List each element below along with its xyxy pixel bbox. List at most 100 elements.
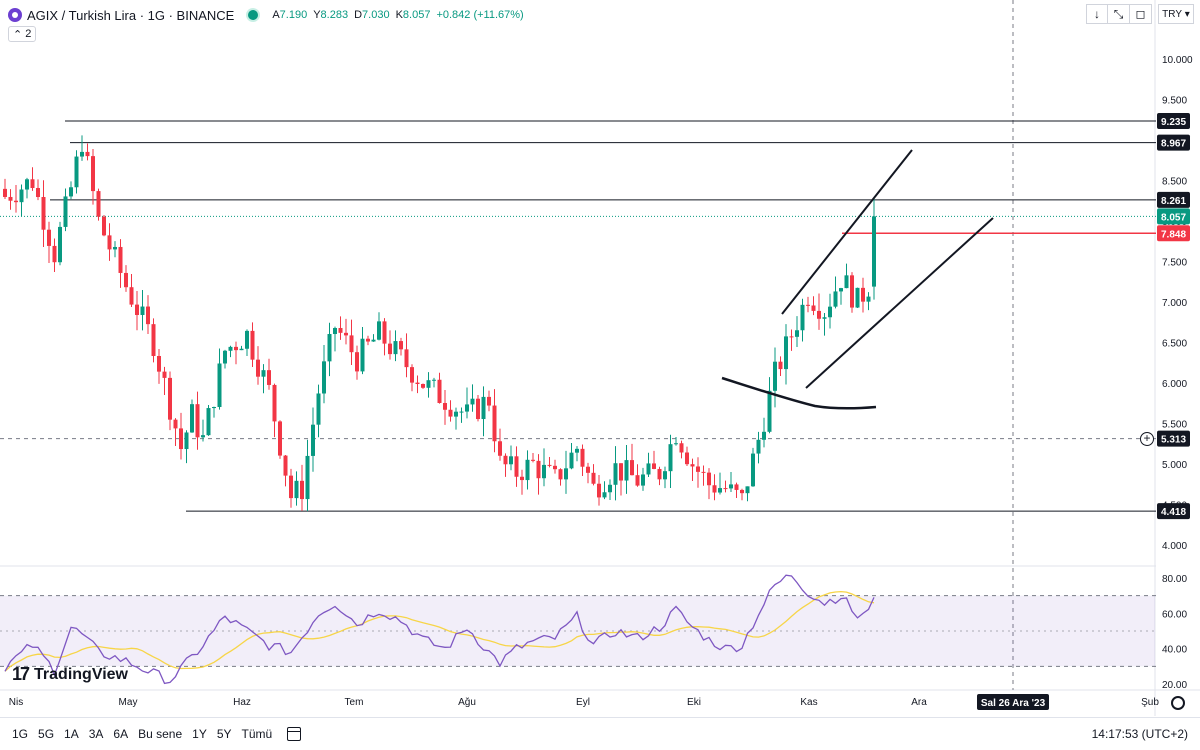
candle[interactable] <box>146 306 150 325</box>
candle[interactable] <box>184 432 189 450</box>
candle[interactable] <box>674 443 678 445</box>
snapshot-icon[interactable]: ◻ <box>1130 4 1152 24</box>
candle[interactable] <box>355 352 359 372</box>
candle[interactable] <box>201 435 205 438</box>
candle[interactable] <box>206 408 211 436</box>
candle[interactable] <box>278 421 282 456</box>
candle[interactable] <box>85 151 90 157</box>
candle[interactable] <box>844 275 849 289</box>
candle[interactable] <box>734 484 739 490</box>
candle[interactable] <box>817 310 821 319</box>
candle[interactable] <box>69 187 73 197</box>
candle[interactable] <box>685 452 689 465</box>
candle[interactable] <box>487 396 491 406</box>
candle[interactable] <box>113 246 117 250</box>
candle[interactable] <box>696 466 700 472</box>
candle[interactable] <box>646 463 651 475</box>
candle[interactable] <box>272 384 277 422</box>
candle[interactable] <box>558 469 563 480</box>
candle[interactable] <box>828 306 832 318</box>
candle[interactable] <box>745 486 750 494</box>
candle[interactable] <box>811 305 816 311</box>
clock-readout[interactable]: 14:17:53 (UTC+2) <box>1091 727 1188 741</box>
candle[interactable] <box>338 327 343 333</box>
candle[interactable] <box>800 304 805 331</box>
candle[interactable] <box>212 407 216 409</box>
candle[interactable] <box>690 464 695 467</box>
candle[interactable] <box>256 359 260 377</box>
candle[interactable] <box>470 398 475 405</box>
candle[interactable] <box>679 443 684 453</box>
candle[interactable] <box>421 383 425 388</box>
candle[interactable] <box>448 409 453 417</box>
candle[interactable] <box>305 455 310 500</box>
candle[interactable] <box>399 341 403 350</box>
candle[interactable] <box>129 287 134 305</box>
candle[interactable] <box>190 404 194 433</box>
candle[interactable] <box>586 466 590 473</box>
candle[interactable] <box>388 343 392 355</box>
candle[interactable] <box>459 411 464 413</box>
candle[interactable] <box>41 197 46 230</box>
channel-lower-line[interactable] <box>805 217 994 389</box>
candle[interactable] <box>19 189 24 203</box>
candle[interactable] <box>833 291 838 307</box>
candle[interactable] <box>608 484 612 493</box>
candle[interactable] <box>723 488 728 490</box>
candle[interactable] <box>344 332 348 336</box>
candle[interactable] <box>476 398 480 420</box>
candle[interactable] <box>866 296 871 302</box>
candle[interactable] <box>267 370 271 385</box>
candle[interactable] <box>316 393 321 425</box>
candle[interactable] <box>553 465 557 470</box>
candle[interactable] <box>223 350 227 364</box>
candle[interactable] <box>250 330 255 360</box>
range-3a[interactable]: 3A <box>88 727 104 741</box>
candle[interactable] <box>613 463 618 485</box>
candle[interactable] <box>652 463 656 469</box>
candle[interactable] <box>311 424 315 456</box>
candle[interactable] <box>289 475 293 499</box>
range-1a[interactable]: 1A <box>64 727 79 741</box>
candle[interactable] <box>536 460 541 479</box>
candle[interactable] <box>102 216 106 236</box>
candle[interactable] <box>525 459 530 481</box>
candle[interactable] <box>52 245 57 263</box>
candle[interactable] <box>360 338 365 372</box>
candle[interactable] <box>822 317 827 319</box>
candle[interactable] <box>261 370 266 377</box>
candle[interactable] <box>855 287 860 308</box>
candle[interactable] <box>135 304 139 315</box>
candle[interactable] <box>839 288 843 292</box>
candle[interactable] <box>294 480 299 499</box>
candle[interactable] <box>283 455 288 476</box>
range-6a[interactable]: 6A <box>113 727 129 741</box>
candle[interactable] <box>437 379 442 403</box>
candle[interactable] <box>861 287 865 302</box>
candle[interactable] <box>773 361 777 391</box>
candle[interactable] <box>415 382 420 384</box>
candle[interactable] <box>668 444 673 472</box>
candle[interactable] <box>8 196 13 201</box>
candle[interactable] <box>118 246 123 273</box>
candle[interactable] <box>74 156 79 188</box>
candle[interactable] <box>63 196 68 227</box>
candle[interactable] <box>245 330 249 349</box>
gear-icon[interactable] <box>1171 696 1185 710</box>
candle[interactable] <box>630 460 634 476</box>
candle[interactable] <box>580 448 585 467</box>
candle[interactable] <box>575 448 579 453</box>
candle[interactable] <box>784 336 788 370</box>
candle[interactable] <box>454 411 458 417</box>
candle[interactable] <box>492 405 497 442</box>
range-5y[interactable]: 5Y <box>216 727 232 741</box>
candle[interactable] <box>602 492 607 498</box>
candle[interactable] <box>322 361 326 394</box>
candle[interactable] <box>701 471 706 473</box>
candle[interactable] <box>795 330 799 337</box>
range-1y[interactable]: 1Y <box>192 727 207 741</box>
candle[interactable] <box>107 235 112 250</box>
candle[interactable] <box>624 460 629 481</box>
range-ytd[interactable]: Bu sene <box>138 727 183 741</box>
candle[interactable] <box>96 191 101 217</box>
